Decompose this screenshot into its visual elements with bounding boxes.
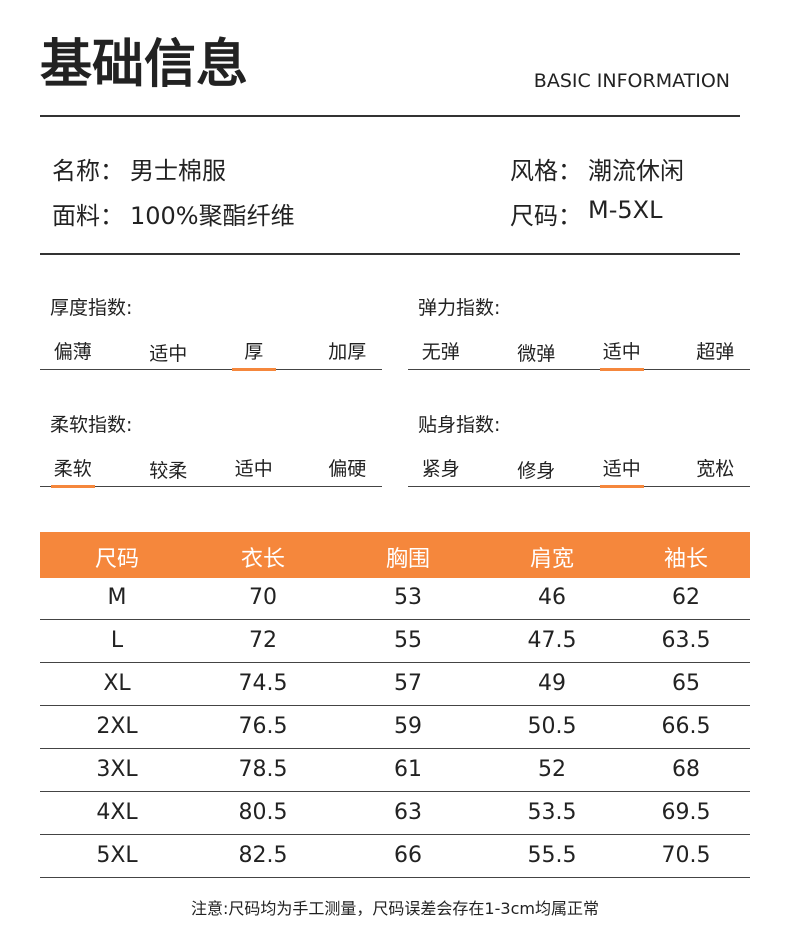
table-cell: XL (103, 671, 131, 696)
table-cell: 59 (394, 714, 422, 739)
info-value: 100%聚酯纤维 (130, 202, 295, 230)
scale-line (408, 369, 750, 370)
scale-selected (599, 368, 644, 371)
scale-selected (50, 485, 95, 488)
scale-option: 柔软 (53, 458, 92, 480)
row-line (40, 705, 750, 706)
scale-option: 微弹 (517, 343, 556, 365)
table-cell: 70 (249, 585, 277, 610)
scale-option: 修身 (517, 460, 556, 482)
table-header: 肩宽 (529, 547, 575, 572)
scale-line (40, 369, 382, 370)
info-value: 男士棉服 (130, 157, 226, 185)
table-cell: 63 (394, 800, 422, 825)
table-cell: 65 (672, 671, 700, 696)
info-label: 风格： (510, 157, 582, 185)
info-value: M-5XL (588, 196, 663, 224)
table-header: 尺码 (94, 547, 140, 572)
subtitle: BASIC INFORMATION (533, 70, 730, 92)
table-cell: 53 (394, 585, 422, 610)
row-line (40, 834, 750, 835)
scale-option: 偏硬 (328, 458, 367, 480)
scale-option: 超弹 (696, 341, 735, 363)
table-cell: M (107, 585, 127, 610)
scale-title: 厚度指数: (50, 297, 133, 319)
table-cell: 52 (538, 757, 566, 782)
scale-option: 加厚 (328, 341, 367, 363)
scale-title: 贴身指数: (418, 414, 501, 436)
table-cell: 63.5 (661, 628, 711, 653)
table-header: 袖长 (663, 547, 709, 572)
table-cell: 68 (672, 757, 700, 782)
info-label: 尺码： (510, 202, 582, 230)
table-cell: 57 (394, 671, 422, 696)
scale-option: 适中 (234, 458, 273, 480)
scale-option: 适中 (602, 458, 641, 480)
table-cell: 49 (538, 671, 566, 696)
row-line (40, 791, 750, 792)
scale-option: 适中 (602, 341, 641, 363)
info-value: 潮流休闲 (588, 157, 684, 185)
scale-option: 宽松 (696, 458, 735, 480)
scale-selected (231, 368, 276, 371)
table-cell: 72 (249, 628, 277, 653)
row-line (40, 662, 750, 663)
table-cell: 4XL (96, 800, 138, 825)
table-cell: 78.5 (238, 757, 288, 782)
table-cell: 55.5 (527, 843, 577, 868)
scale-title: 柔软指数: (50, 414, 133, 436)
note: 注意:尺码均为手工测量，尺码误差会存在1-3cm均属正常 (191, 899, 599, 918)
scale-line (408, 486, 750, 487)
table-cell: 53.5 (527, 800, 577, 825)
divider (40, 115, 740, 117)
scale-option: 厚 (244, 341, 264, 363)
table-header-bg (40, 532, 750, 578)
divider (40, 253, 740, 255)
scale-option: 无弹 (421, 341, 460, 363)
info-label: 名称： (52, 157, 124, 185)
table-cell: 47.5 (527, 628, 577, 653)
scale-option: 偏薄 (53, 341, 92, 363)
table-cell: 61 (394, 757, 422, 782)
info-label: 面料： (52, 202, 124, 230)
table-cell: 80.5 (238, 800, 288, 825)
table-header: 衣长 (240, 547, 286, 572)
table-cell: 5XL (96, 843, 138, 868)
row-line (40, 619, 750, 620)
table-cell: 3XL (96, 757, 138, 782)
table-cell: 66 (394, 843, 422, 868)
table-cell: 70.5 (661, 843, 711, 868)
scale-option: 紧身 (421, 458, 460, 480)
title: 基础信息 (40, 35, 249, 95)
table-cell: 66.5 (661, 714, 711, 739)
scale-selected (599, 485, 644, 488)
row-line (40, 877, 750, 878)
scale-option: 适中 (149, 343, 188, 365)
scale-title: 弹力指数: (418, 297, 501, 319)
table-cell: 46 (538, 585, 566, 610)
table-cell: 50.5 (527, 714, 577, 739)
scale-line (40, 486, 382, 487)
scale-option: 较柔 (149, 460, 188, 482)
row-line (40, 748, 750, 749)
table-cell: 69.5 (661, 800, 711, 825)
table-cell: 2XL (96, 714, 138, 739)
table-cell: 74.5 (238, 671, 288, 696)
table-cell: 62 (672, 585, 700, 610)
table-header: 胸围 (385, 547, 431, 572)
table-cell: L (110, 628, 124, 653)
table-cell: 82.5 (238, 843, 288, 868)
table-cell: 76.5 (238, 714, 288, 739)
table-cell: 55 (394, 628, 422, 653)
